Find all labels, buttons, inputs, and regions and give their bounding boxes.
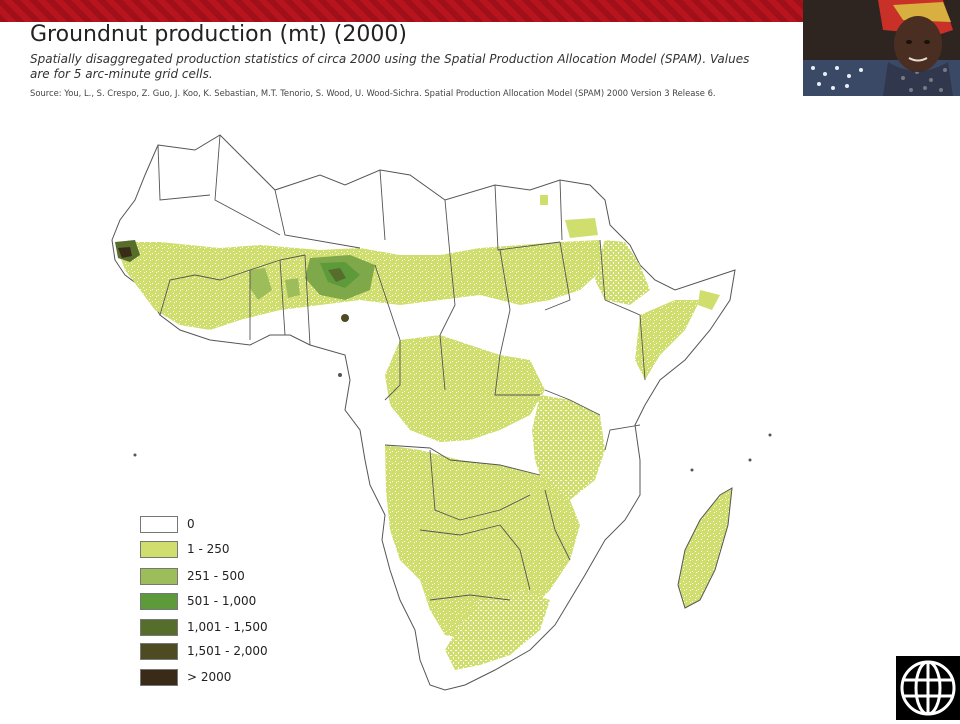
legend-label: 251 - 500 xyxy=(187,569,245,583)
woman-photo xyxy=(803,0,960,96)
map-title: Groundnut production (mt) (2000) xyxy=(30,22,407,47)
map-source: Source: You, L., S. Crespo, Z. Guo, J. K… xyxy=(30,88,716,98)
legend-label: 1 - 250 xyxy=(187,542,230,556)
legend-swatch xyxy=(140,568,178,585)
legend-swatch xyxy=(140,516,178,533)
legend-label: 501 - 1,000 xyxy=(187,594,257,608)
legend-label: 0 xyxy=(187,517,195,531)
legend-label: 1,001 - 1,500 xyxy=(187,620,268,634)
map-subtitle: Spatially disaggregated production stati… xyxy=(30,52,750,81)
legend-swatch xyxy=(140,669,178,686)
decorative-top-band xyxy=(0,0,960,22)
legend-label: > 2000 xyxy=(187,670,232,684)
legend-swatch xyxy=(140,643,178,660)
legend-swatch xyxy=(140,541,178,558)
map-header: Groundnut production (mt) (2000) Spatial… xyxy=(22,22,802,98)
legend-swatch xyxy=(140,593,178,610)
globe-logo-icon xyxy=(896,656,960,720)
legend-label: 1,501 - 2,000 xyxy=(187,644,268,658)
africa-map xyxy=(100,130,800,720)
legend-swatch xyxy=(140,619,178,636)
